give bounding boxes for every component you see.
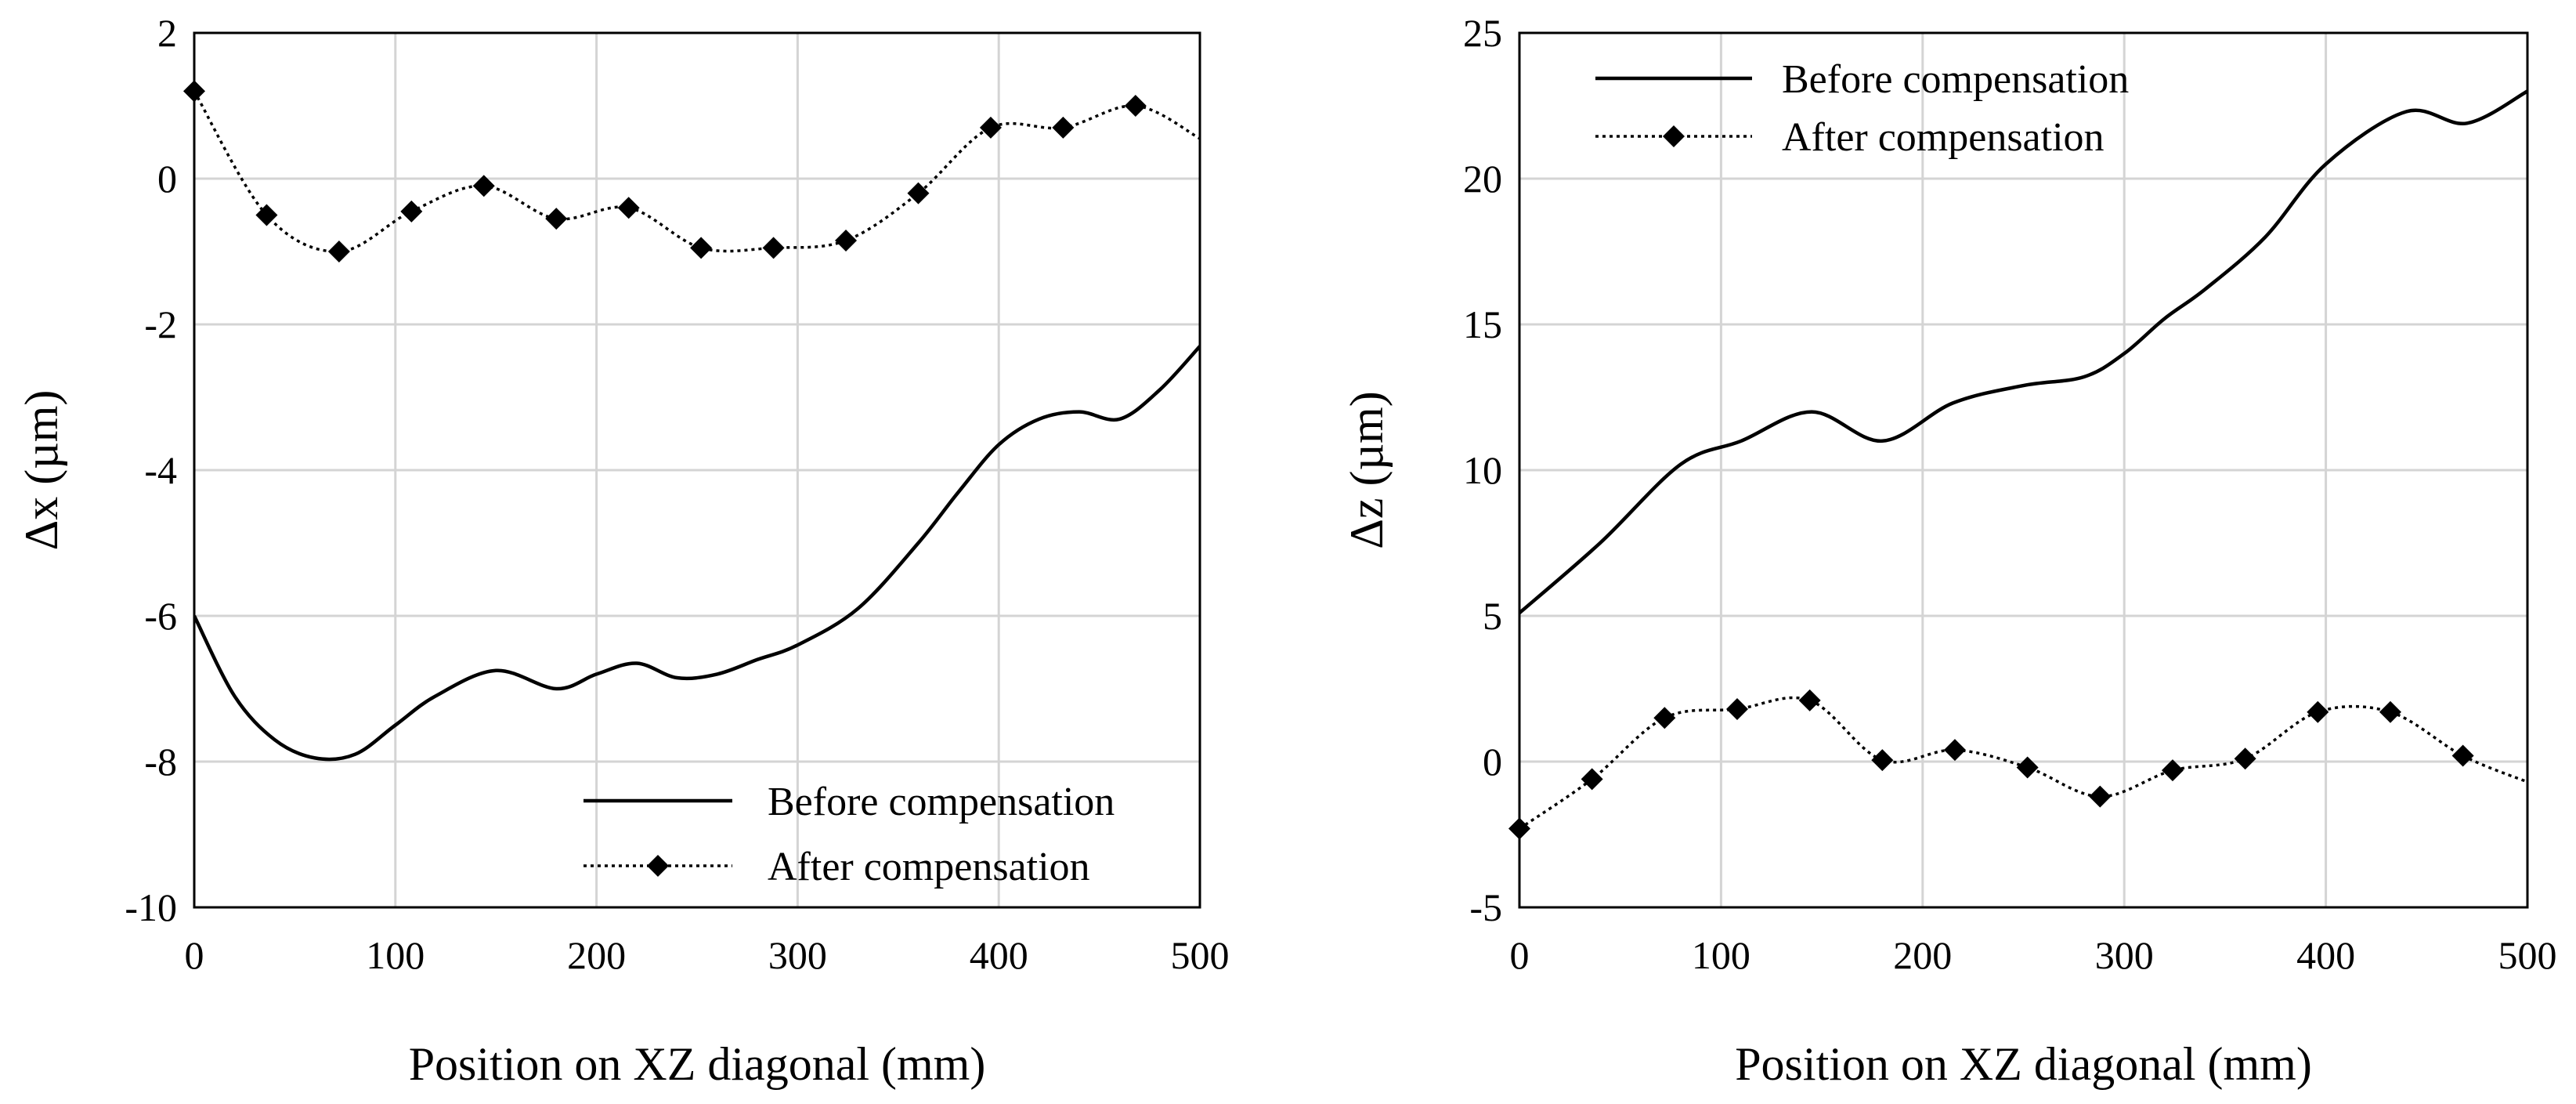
chart-delta-x: 0 100 200 300 400 500 -10 -8 -6 -4 -2 0 2 Position on… [16, 11, 1230, 1090]
data-point-marker [690, 237, 713, 259]
y-tick-label: 15 [1463, 302, 1502, 346]
legend-label-after: After compensation [768, 845, 1090, 889]
data-point-marker [1943, 739, 1966, 762]
data-point-marker [907, 182, 930, 205]
data-point-marker [183, 80, 205, 103]
x-tick-label: 0 [185, 933, 204, 977]
data-point-marker [1725, 698, 1748, 721]
data-point-marker [545, 208, 568, 230]
x-axis-title: Position on XZ diagonal (mm) [1735, 1038, 2312, 1090]
legend-marker-after [1663, 125, 1685, 147]
data-point-marker [617, 197, 640, 219]
data-point-marker [2234, 747, 2256, 770]
data-point-marker [1508, 817, 1530, 840]
data-point-marker [2089, 785, 2112, 808]
data-point-marker [327, 241, 350, 262]
x-tick-label: 200 [1893, 933, 1952, 977]
legend-label-after: After compensation [1782, 115, 2105, 160]
y-tick-label: -8 [144, 740, 177, 784]
x-tick-label: 300 [2095, 933, 2154, 977]
data-point-marker [1124, 95, 1147, 117]
y-axis-title: Δz (µm) [1341, 391, 1393, 548]
x-axis-title: Position on XZ diagonal (mm) [409, 1038, 986, 1090]
y-tick-label: -4 [144, 448, 177, 492]
y-tick-label: -10 [125, 885, 177, 929]
data-point-marker [1581, 768, 1603, 791]
series-line-after-compensation [194, 90, 1200, 253]
y-tick-label: 25 [1463, 11, 1502, 55]
data-point-marker [1052, 116, 1075, 139]
data-point-marker [1871, 749, 1894, 772]
legend-label-before: Before compensation [768, 780, 1115, 824]
data-point-marker [2161, 759, 2184, 782]
y-tick-label: 5 [1483, 594, 1502, 638]
data-point-marker [400, 200, 423, 223]
data-point-marker [2451, 744, 2474, 767]
series-line-before-compensation [194, 345, 1200, 762]
x-tick-label: 300 [768, 933, 827, 977]
x-tick-label: 100 [1692, 933, 1750, 977]
x-tick-label: 400 [970, 933, 1028, 977]
data-point-marker [255, 204, 278, 226]
data-point-marker [835, 230, 858, 252]
x-tick-label: 100 [366, 933, 425, 977]
plot-area-frame [1518, 31, 2529, 909]
y-tick-label: -6 [144, 594, 177, 638]
x-tick-label: 0 [1510, 933, 1530, 977]
y-tick-label: 10 [1463, 448, 1502, 492]
x-tick-label: 400 [2296, 933, 2355, 977]
plot-area-frame [193, 31, 1201, 909]
data-point-marker [2307, 700, 2329, 723]
y-tick-label: 0 [1483, 740, 1502, 784]
series-line-before-compensation [1519, 89, 2527, 615]
y-axis-title: Δx (µm) [16, 390, 67, 551]
legend-label-before: Before compensation [1782, 57, 2129, 102]
y-tick-label: 2 [157, 11, 177, 55]
legend-marker-after [647, 855, 669, 877]
series-line-after-compensation [1519, 696, 2527, 831]
y-tick-label: 20 [1463, 157, 1502, 201]
y-tick-label: -2 [144, 302, 177, 346]
x-tick-label: 500 [2498, 933, 2557, 977]
data-point-marker [2379, 700, 2401, 723]
data-point-marker [2016, 756, 2039, 779]
x-tick-label: 500 [1171, 933, 1230, 977]
y-tick-label: -5 [1469, 885, 1502, 929]
data-point-marker [472, 175, 495, 197]
data-point-marker [762, 237, 785, 259]
data-point-marker [1653, 707, 1676, 729]
y-tick-label: 0 [157, 157, 177, 201]
x-tick-label: 200 [567, 933, 626, 977]
data-point-marker [1798, 689, 1821, 711]
data-point-marker [979, 116, 1002, 139]
